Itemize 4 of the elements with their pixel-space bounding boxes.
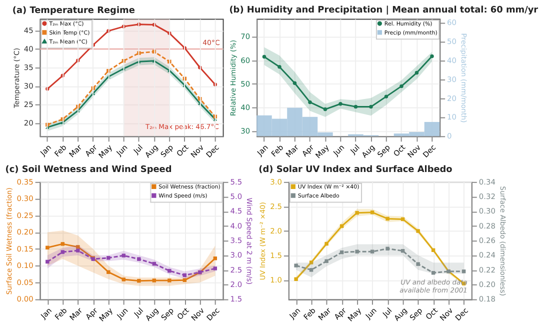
chart-title: (d) Solar UV Index and Surface Albedo bbox=[258, 164, 452, 175]
chart-title: (b) Humidity and Precipitation | Mean annual total: 60 mm/yr bbox=[229, 6, 539, 16]
chart-title: (a) Temperature Regime bbox=[12, 6, 135, 16]
chart-title: (c) Soil Wetness and Wind Speed bbox=[5, 164, 172, 175]
